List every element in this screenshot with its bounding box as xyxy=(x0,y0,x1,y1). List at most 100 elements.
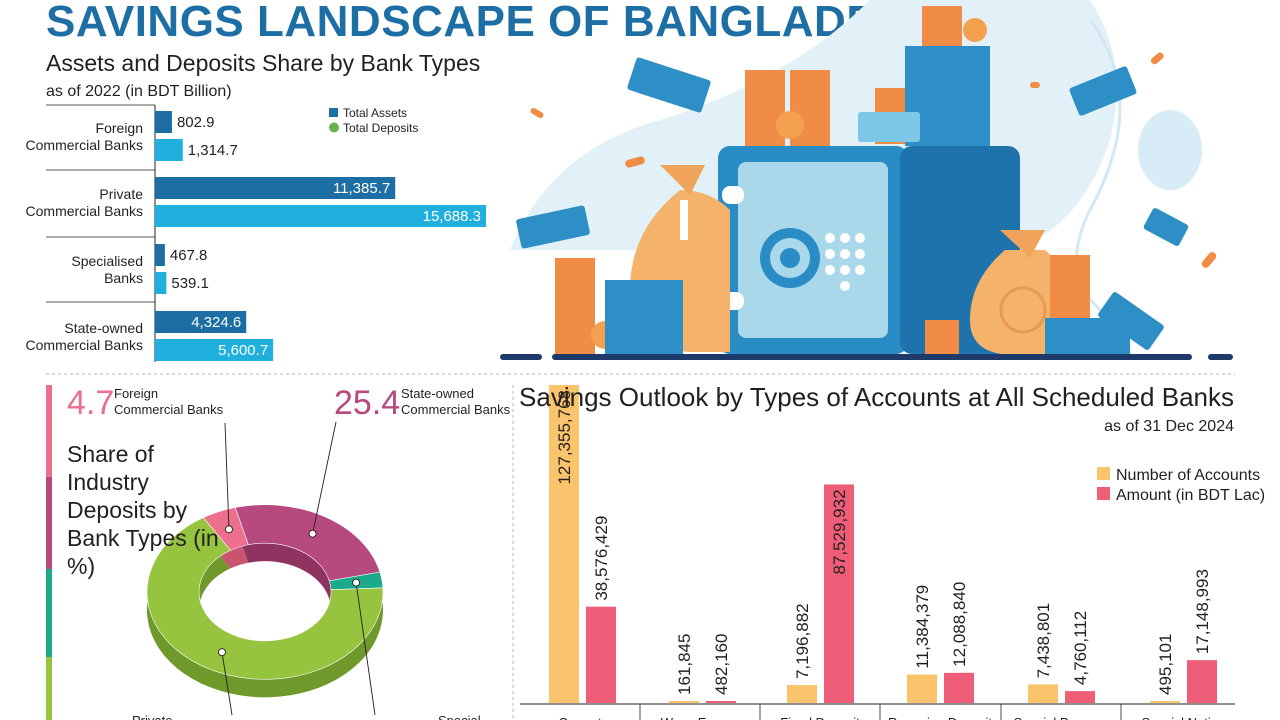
bar xyxy=(1150,701,1180,703)
bar xyxy=(669,701,699,703)
slice-value-label: 4.7 xyxy=(67,384,114,422)
data-label: 539.1 xyxy=(171,275,209,292)
bar xyxy=(706,701,736,703)
bar xyxy=(155,205,486,227)
bar xyxy=(155,272,167,294)
assets-deposits-chart: Foreign Commercial Banks802.91,314.7Priva… xyxy=(26,104,486,362)
category-label: Foreign Commercial Banks xyxy=(26,120,143,153)
bar xyxy=(907,674,937,703)
slice-name-label-line: Commercial Banks xyxy=(114,402,224,417)
slice-name-label-line: Commercial Banks xyxy=(401,402,511,417)
bar xyxy=(155,139,183,161)
category-label-line: Foreign xyxy=(96,120,143,136)
label-leader-dot xyxy=(218,648,226,657)
illustration-swirl xyxy=(1075,19,1131,332)
donut-slice xyxy=(146,517,384,680)
donut-chart-title: Share of Industry Deposits by Bank Types… xyxy=(67,441,219,579)
legend-swatch xyxy=(1097,487,1110,500)
data-label: 38,576,429 xyxy=(592,516,611,601)
label-leader-dot xyxy=(225,525,233,534)
legend-swatch xyxy=(329,122,339,133)
category-label: State-owned Commercial Banks xyxy=(26,320,143,353)
bar xyxy=(155,311,247,333)
bar xyxy=(155,244,165,266)
category-label: Recurring Deposit xyxy=(888,715,992,720)
category-label: Private Commercial Banks xyxy=(26,186,144,219)
category-label-line: Commercial Banks xyxy=(26,137,143,153)
label-leader-line xyxy=(224,422,230,530)
category-label-line: Private xyxy=(99,186,143,202)
legend-swatch xyxy=(329,108,338,117)
data-label: 4,760,112 xyxy=(1071,611,1090,685)
category-label-line: State-owned xyxy=(64,320,143,336)
confetti-icon xyxy=(530,52,1217,268)
data-label: 1,314.7 xyxy=(188,142,238,159)
ground-line xyxy=(500,354,1233,360)
category-label: Special Purpose xyxy=(1014,715,1109,720)
data-label: 17,148,993 xyxy=(1193,569,1212,654)
category-label: Wage Earners xyxy=(661,715,744,720)
category-label: Specialised Banks xyxy=(71,253,143,286)
savings-chart-title: Savings Outlook by Types of Accounts at … xyxy=(519,382,1234,412)
donut-slice xyxy=(234,504,381,582)
data-label: 12,088,840 xyxy=(950,582,969,667)
bar xyxy=(155,177,396,199)
legend-label: Total Assets xyxy=(343,106,407,120)
label-leader-line xyxy=(312,421,337,534)
data-label: 11,384,379 xyxy=(913,585,932,669)
data-label: 15,688.3 xyxy=(423,208,481,225)
category-label-line: Banks xyxy=(104,270,143,286)
data-label: 127,355,768 xyxy=(555,390,574,485)
slice-value-label: 25.4 xyxy=(334,384,400,422)
slice-name-label: Private xyxy=(132,713,172,720)
bar xyxy=(944,672,974,703)
label-leader-line xyxy=(221,652,233,716)
slice-name-label: Foreign Commercial Banks xyxy=(114,386,224,417)
data-label: 467.8 xyxy=(170,247,208,264)
legend-label: Total Deposits xyxy=(343,121,418,135)
bar xyxy=(1187,660,1217,703)
legend-swatch xyxy=(1097,467,1110,480)
assets-chart-subtitle: as of 2022 (in BDT Billion) xyxy=(46,83,232,100)
main-title: SAVINGS LANDSCAPE OF BANGLADESH xyxy=(46,0,939,46)
bar xyxy=(155,339,274,361)
assets-chart-title: Assets and Deposits Share by Bank Types xyxy=(46,50,481,76)
data-label: 495,101 xyxy=(1156,634,1175,695)
slice-name-label: Special xyxy=(438,713,481,720)
data-label: 482,160 xyxy=(712,634,731,695)
label-leader-line xyxy=(355,582,376,716)
bar xyxy=(586,606,616,703)
illustration-background-blob xyxy=(1138,110,1202,190)
legend-label: Number of Accounts xyxy=(1116,467,1260,484)
category-label-line: Commercial Banks xyxy=(26,337,143,353)
bar xyxy=(787,685,817,703)
slice-name-label-line: Foreign xyxy=(114,386,158,401)
category-label-line: Commercial Banks xyxy=(26,203,143,219)
data-label: 5,600.7 xyxy=(218,342,268,359)
category-label: Fixed Deposit xyxy=(780,715,860,720)
data-label: 11,385.7 xyxy=(333,180,390,197)
bar xyxy=(824,484,854,703)
label-leader-dot xyxy=(352,578,361,587)
category-label: Current xyxy=(558,715,602,720)
legend-label: Amount (in BDT Lac) xyxy=(1116,487,1265,504)
data-label: 4,324.6 xyxy=(191,314,241,331)
slice-name-label: State-owned Commercial Banks xyxy=(401,386,511,417)
bar xyxy=(1028,684,1058,703)
category-label: Special Notice xyxy=(1141,715,1224,720)
slice-name-label-line: State-owned xyxy=(401,386,474,401)
bar xyxy=(155,111,172,133)
label-leader-dot xyxy=(308,529,317,538)
slice-name-label-line: Private xyxy=(132,713,172,720)
data-label: 7,438,801 xyxy=(1034,603,1053,679)
bar xyxy=(1065,691,1095,703)
savings-chart-subtitle: as of 31 Dec 2024 xyxy=(1104,418,1234,435)
data-label: 802.9 xyxy=(177,114,215,131)
bar xyxy=(549,385,579,703)
data-label: 7,196,882 xyxy=(793,603,812,679)
data-label: 87,529,932 xyxy=(830,489,849,574)
slice-name-label-line: Special xyxy=(438,713,481,720)
